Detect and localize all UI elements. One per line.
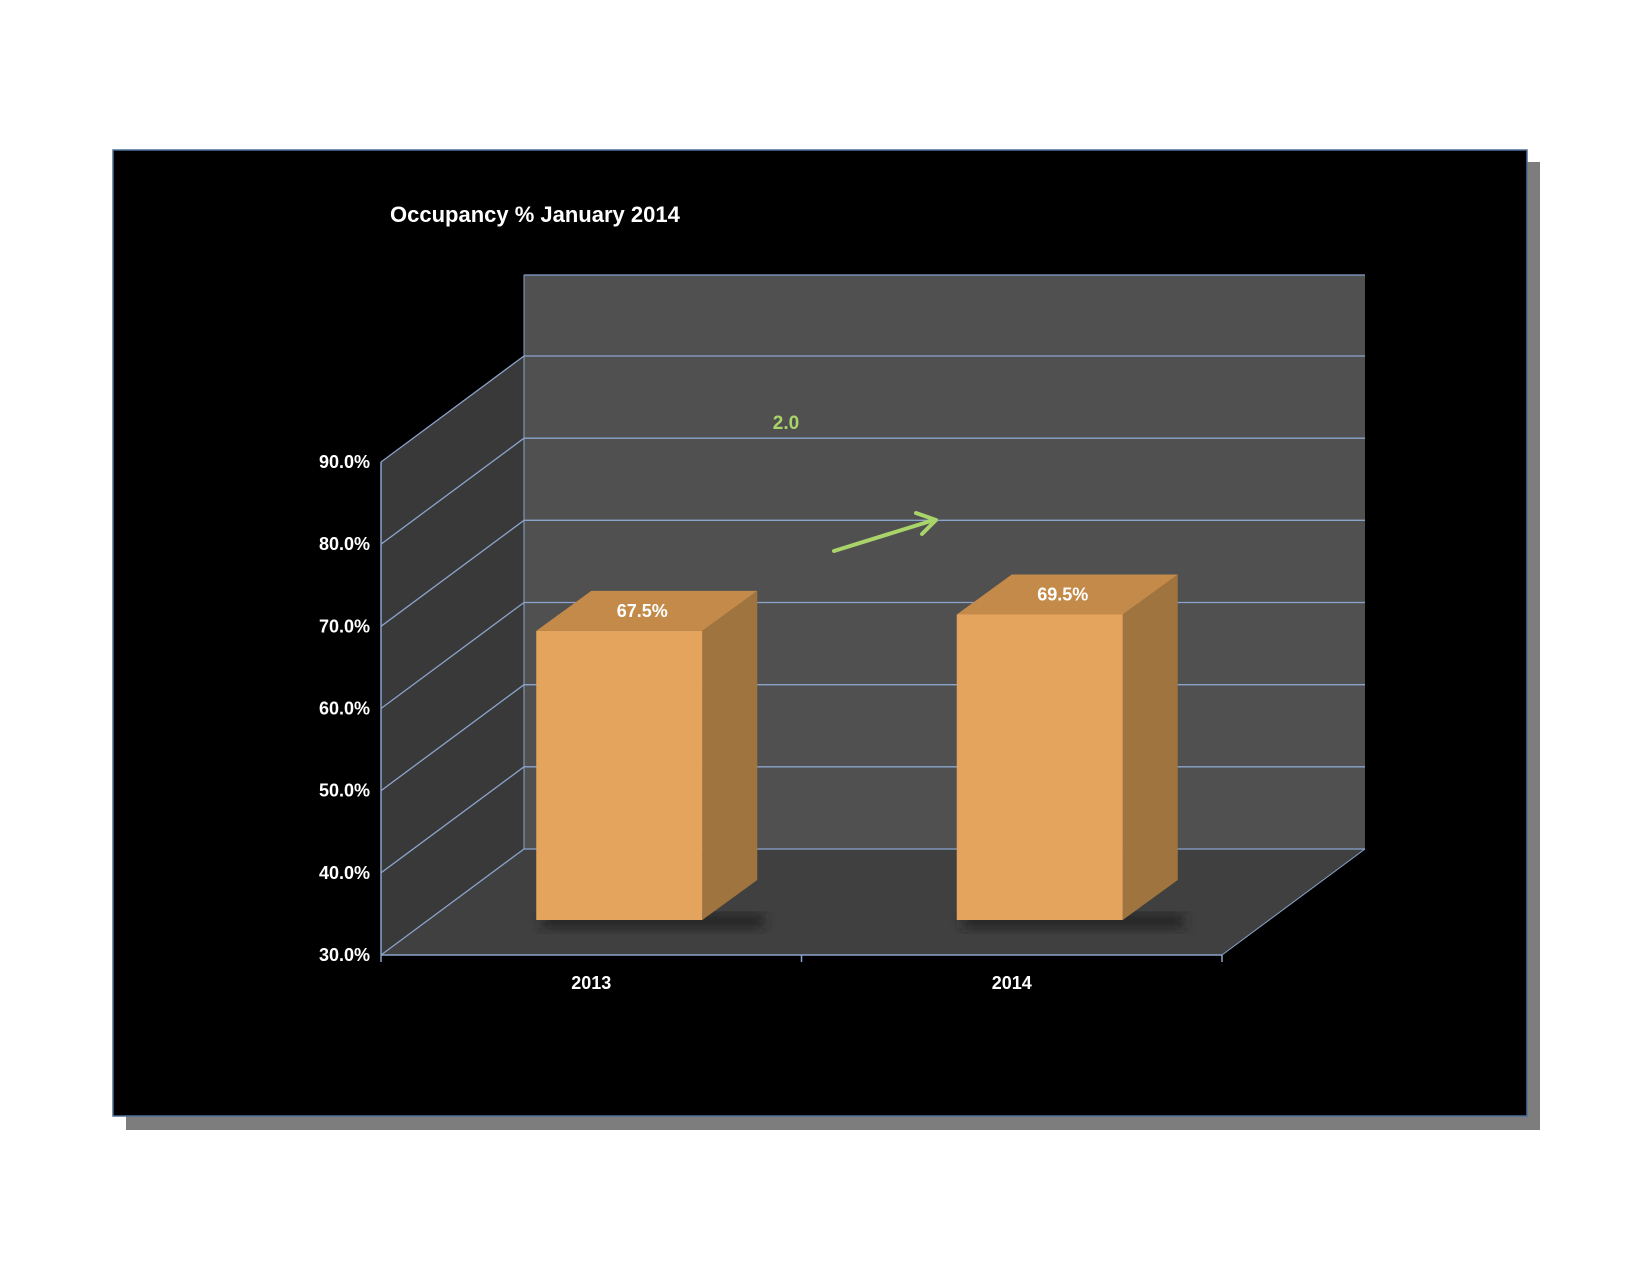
gridline-side [380, 848, 525, 956]
y-tick-label: 60.0% [319, 699, 370, 719]
chart-title: Occupancy % January 2014 [390, 202, 681, 227]
x-category-label: 2013 [571, 973, 611, 993]
y-tick-label: 40.0% [319, 863, 370, 883]
bar-top [956, 574, 1178, 615]
annotation-label: 2.0 [773, 413, 799, 434]
bar-value-label: 69.5% [1037, 584, 1088, 604]
y-tick-label: 30.0% [319, 945, 370, 965]
trend-arrow [832, 518, 936, 553]
gridline-side [380, 766, 525, 874]
y-tick-label: 70.0% [319, 616, 370, 636]
gridline-side [380, 355, 525, 463]
bar [956, 614, 1123, 920]
bar-top [536, 590, 758, 631]
trend-arrow-head [914, 511, 938, 536]
y-tick-label: 90.0% [319, 452, 370, 472]
y-tick-label: 50.0% [319, 781, 370, 801]
gridline-side [380, 684, 525, 792]
floor [381, 849, 1365, 955]
bar-side [702, 590, 758, 920]
gridline-side [380, 437, 525, 545]
y-tick-label: 80.0% [319, 534, 370, 554]
gridline-side [380, 601, 525, 710]
floor-right-edge [1221, 848, 1366, 956]
bar [536, 630, 703, 920]
x-category-label: 2014 [992, 973, 1032, 993]
bar-side [1122, 574, 1178, 920]
plot-area: 30.0% 40.0% 50.0% 60.0% 70.0% 80.0% 90.0% 2013 2… [319, 274, 1366, 993]
gridline-side [380, 519, 525, 627]
bar-value-label: 67.5% [617, 601, 668, 621]
